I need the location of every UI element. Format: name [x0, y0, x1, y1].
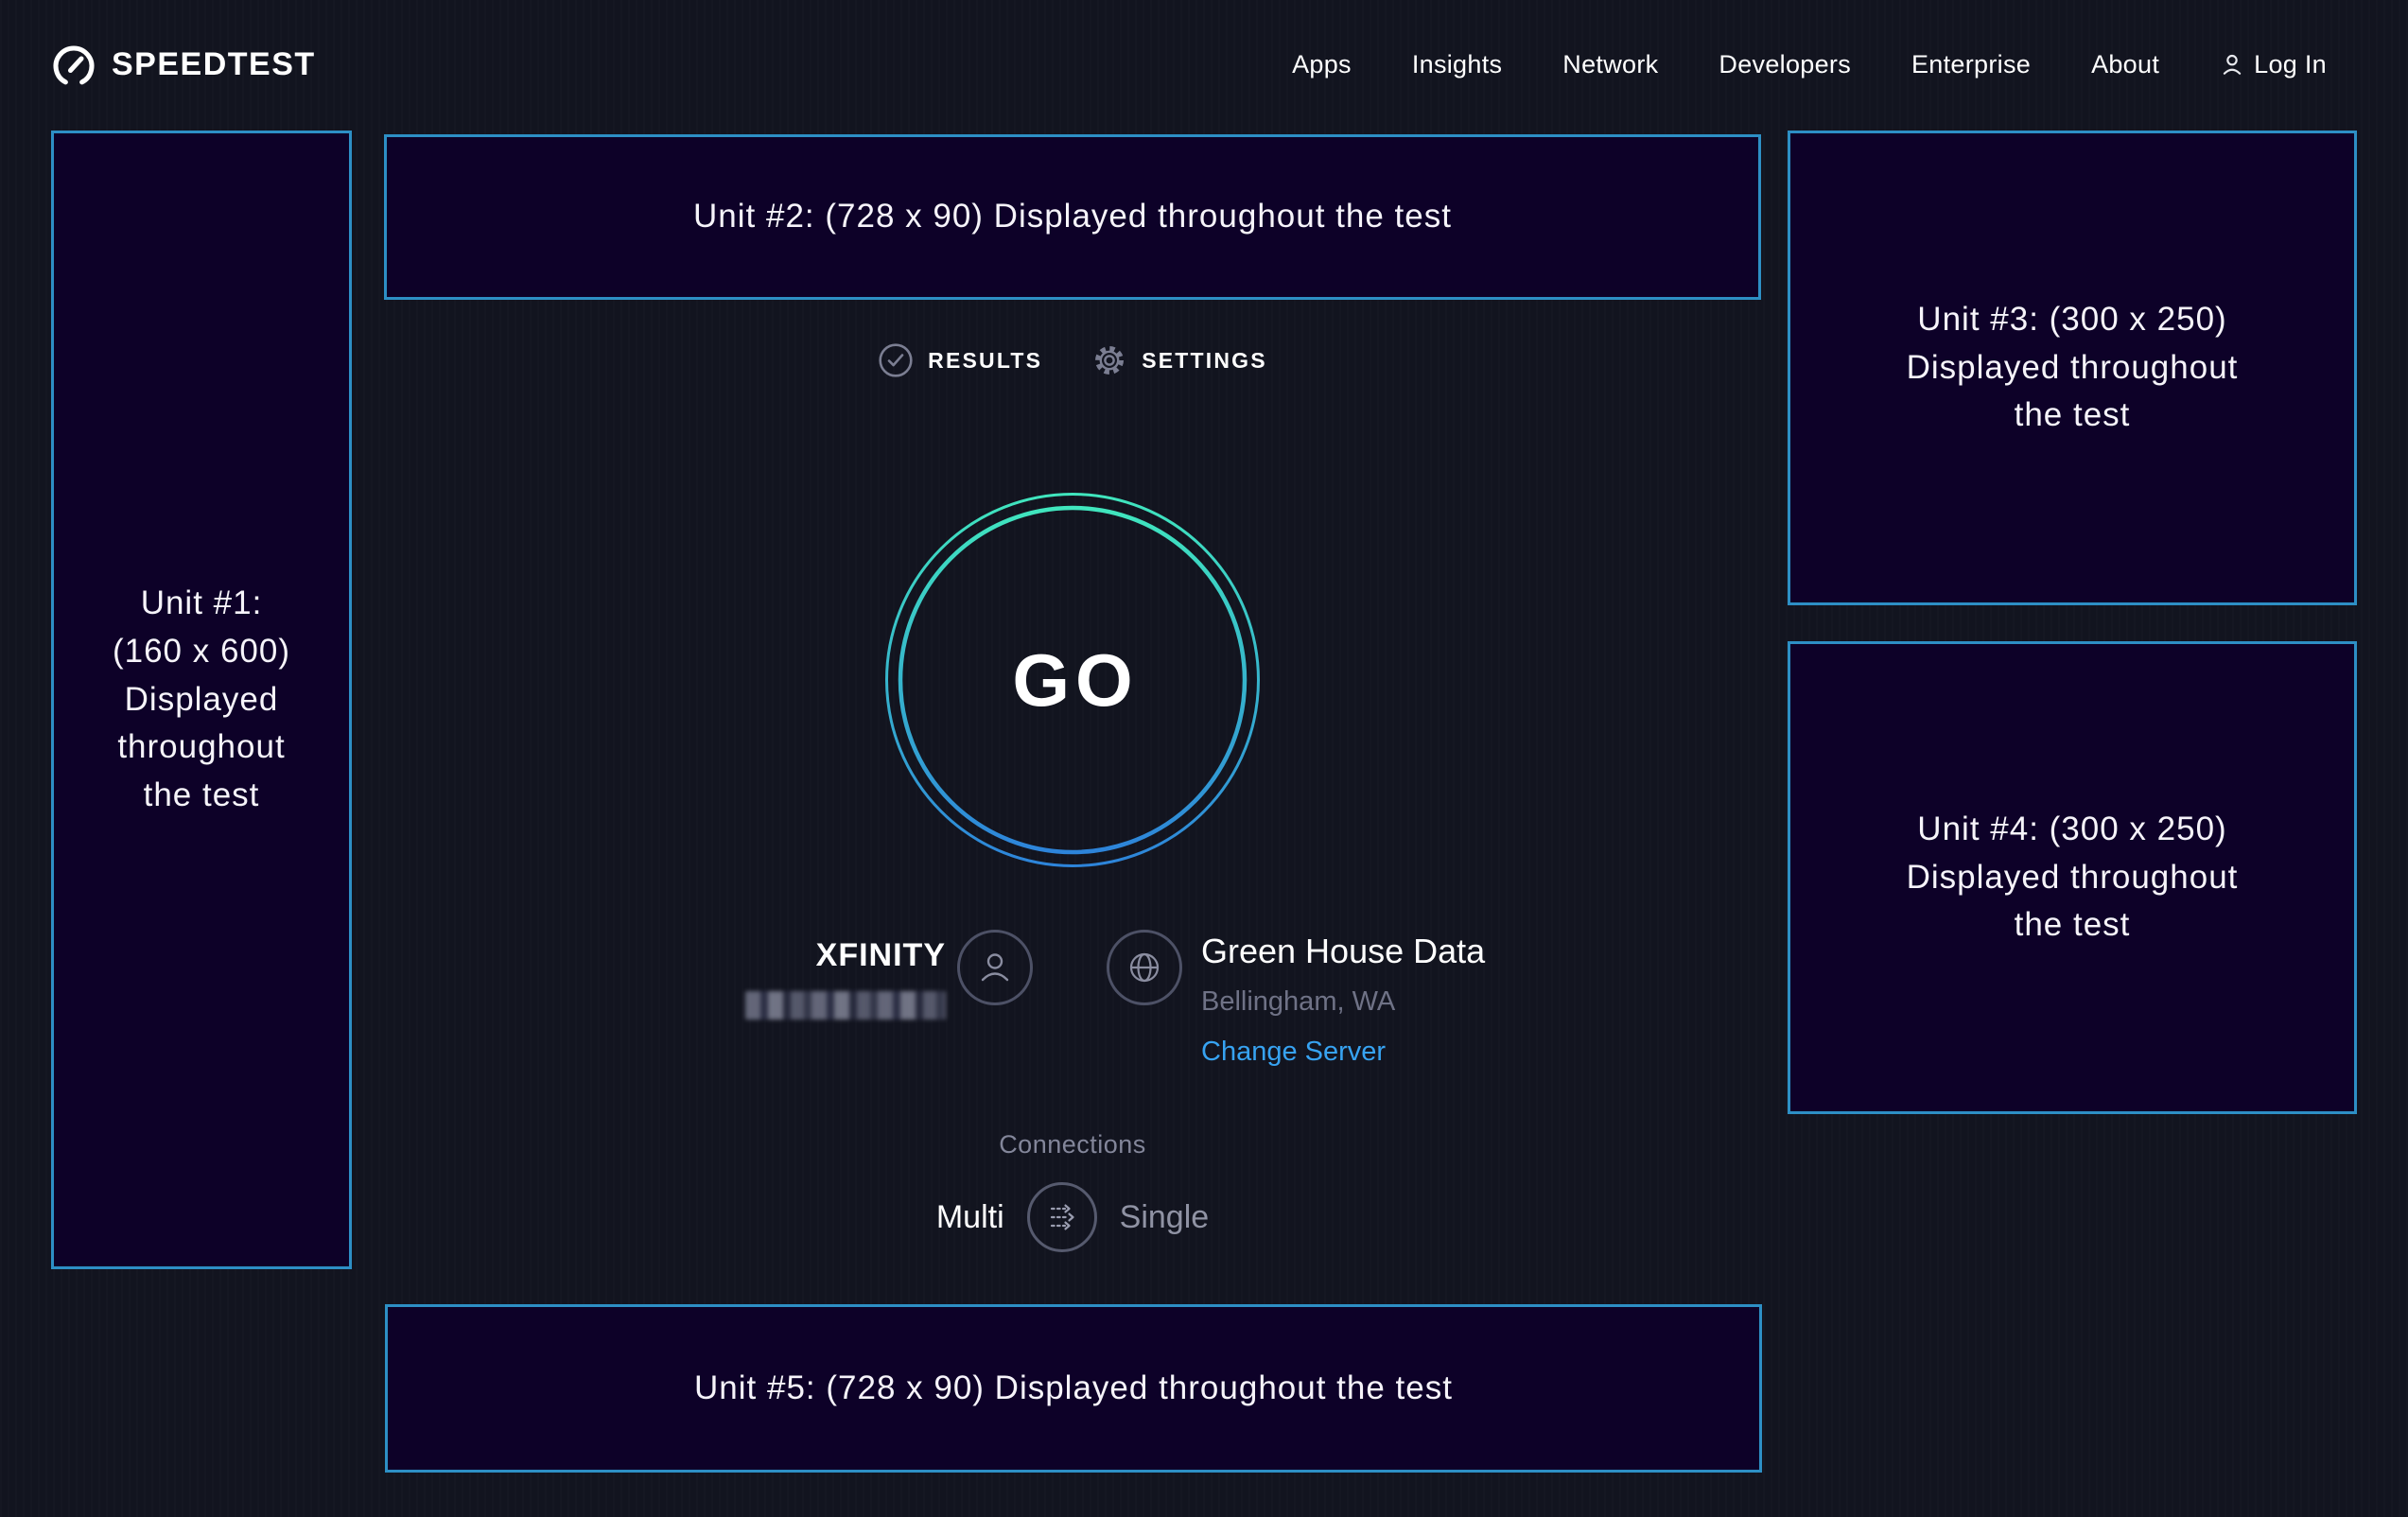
ad-unit-3[interactable]: Unit #3: (300 x 250) Displayed throughou… — [1788, 131, 2357, 605]
connections-toggle: Multi Single — [384, 1182, 1761, 1252]
test-panel: RESULTS SETTINGS — [384, 130, 1761, 1517]
connections-section: Connections Multi Sin — [384, 1130, 1761, 1252]
tabs-row: RESULTS SETTINGS — [384, 342, 1761, 378]
ad-unit-1[interactable]: Unit #1: (160 x 600) Displayed throughou… — [51, 131, 352, 1269]
connection-info-row: XFINITY Green House Data Bellingham, WA — [384, 930, 1761, 1119]
go-button[interactable]: GO — [883, 491, 1262, 869]
nav-developers[interactable]: Developers — [1719, 49, 1851, 78]
ad-line: Displayed throughout — [1906, 348, 2239, 386]
redacted-ip — [745, 991, 946, 1020]
isp-user-icon — [957, 930, 1033, 1005]
gear-icon — [1095, 345, 1125, 375]
ad-unit-4[interactable]: Unit #4: (300 x 250) Displayed throughou… — [1788, 641, 2357, 1114]
speedometer-icon — [53, 45, 95, 85]
nav-about[interactable]: About — [2091, 49, 2160, 78]
login-button[interactable]: Log In — [2220, 50, 2327, 79]
ad-unit-4-text: Unit #4: (300 x 250) Displayed throughou… — [1907, 806, 2239, 950]
nav-insights[interactable]: Insights — [1411, 49, 1503, 78]
user-icon — [2223, 54, 2242, 75]
ad-unit-1-text: Unit #1: (160 x 600) Displayed throughou… — [113, 580, 290, 820]
go-label: GO — [1012, 637, 1139, 722]
ad-line: Unit #3: (300 x 250) — [1917, 300, 2227, 338]
tab-settings[interactable]: SETTINGS — [1091, 342, 1267, 378]
arrows-icon — [1050, 1204, 1074, 1230]
tab-settings-label: SETTINGS — [1142, 347, 1267, 373]
ad-unit-5-text: Unit #5: (728 x 90) Displayed throughout… — [694, 1369, 1453, 1406]
ad-line: Unit #1: — [140, 584, 263, 622]
nav-enterprise[interactable]: Enterprise — [1911, 49, 2032, 78]
ad-line: Displayed throughout — [1906, 858, 2239, 896]
ad-line: the test — [2014, 396, 2131, 434]
isp-name: XFINITY — [815, 937, 946, 973]
server-globe-icon — [1107, 930, 1182, 1005]
connections-multi-option[interactable]: Multi — [935, 1198, 1004, 1235]
multi-connection-icon[interactable] — [1026, 1182, 1097, 1252]
ad-line: (160 x 600) — [112, 632, 291, 670]
tab-results[interactable]: RESULTS — [878, 342, 1042, 378]
server-location: Bellingham, WA — [1201, 986, 1396, 1017]
globe-icon — [1129, 952, 1160, 983]
person-icon — [981, 953, 1009, 982]
nav-apps[interactable]: Apps — [1292, 49, 1352, 78]
ad-line: throughout — [117, 728, 286, 766]
ad-line: Unit #4: (300 x 250) — [1917, 810, 2227, 847]
top-nav-bar: SPEEDTEST Apps Insights Network Develope… — [0, 0, 2408, 129]
isp-info: XFINITY — [745, 937, 946, 1020]
connections-label: Connections — [999, 1130, 1146, 1159]
connections-single-option[interactable]: Single — [1119, 1198, 1210, 1235]
server-info: Green House Data Bellingham, WA Change S… — [1201, 932, 1485, 1068]
ad-unit-5[interactable]: Unit #5: (728 x 90) Displayed throughout… — [385, 1304, 1762, 1473]
ad-unit-2[interactable]: Unit #2: (728 x 90) Displayed throughout… — [384, 134, 1761, 300]
change-server-link[interactable]: Change Server — [1201, 1037, 1387, 1067]
login-label: Log In — [2254, 49, 2327, 78]
ad-unit-3-text: Unit #3: (300 x 250) Displayed throughou… — [1907, 296, 2239, 440]
nav-network[interactable]: Network — [1562, 49, 1659, 78]
ad-line: Displayed — [124, 680, 279, 718]
ad-unit-2-text: Unit #2: (728 x 90) Displayed throughout… — [693, 198, 1452, 235]
server-name: Green House Data — [1201, 932, 1486, 970]
speedtest-logo[interactable]: SPEEDTEST — [51, 42, 316, 87]
main-nav: Apps Insights Network Developers Enterpr… — [1292, 50, 2327, 79]
logo-text: SPEEDTEST — [112, 45, 316, 82]
check-circle-icon — [879, 343, 913, 377]
ad-line: the test — [143, 776, 260, 814]
tab-results-label: RESULTS — [928, 347, 1043, 373]
go-ring — [885, 493, 1260, 867]
ad-line: the test — [2014, 906, 2131, 944]
